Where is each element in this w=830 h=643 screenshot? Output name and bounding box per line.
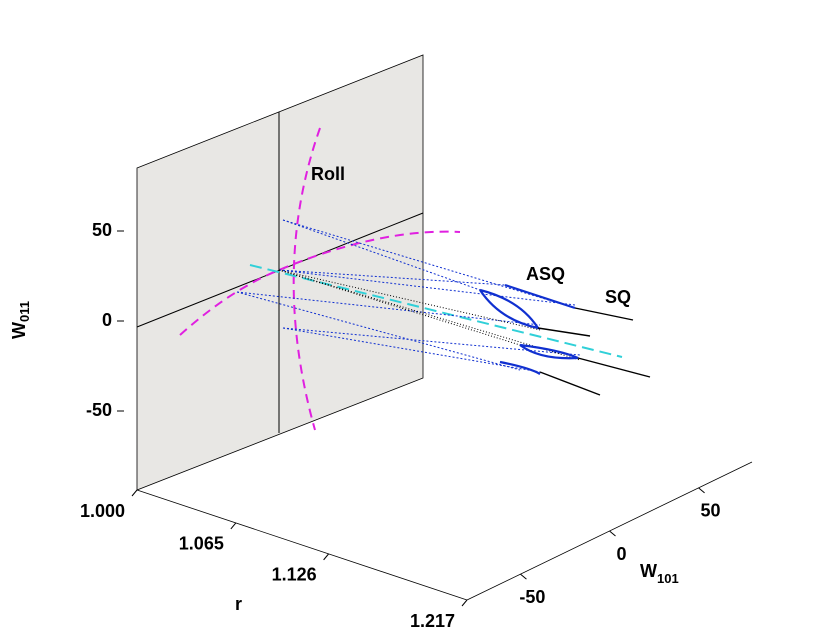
roll-curve <box>292 127 321 431</box>
z-label-text: W <box>9 322 29 339</box>
cyan-line <box>249 264 623 358</box>
r-tick-label: 1.217 <box>410 611 455 631</box>
black-dotted <box>278 269 581 361</box>
x-tick <box>520 573 527 580</box>
z-label-sub: 011 <box>17 301 32 322</box>
r-tick-label: 1.065 <box>179 534 224 554</box>
z-tick-label: 50 <box>92 220 112 240</box>
annotation: Roll <box>311 164 345 184</box>
back-plane <box>136 54 424 491</box>
z-axis-label: W011 <box>9 301 33 339</box>
r-tick <box>131 489 138 497</box>
r-tick <box>323 553 329 561</box>
x-axis-label: W101 <box>640 561 679 587</box>
r-axis-label: r <box>235 594 242 614</box>
r-tick-label: 1.126 <box>272 565 317 585</box>
x-label-text: W <box>640 561 657 581</box>
blue-loops <box>479 283 579 375</box>
r-tick <box>461 599 468 607</box>
x-tick <box>698 487 705 494</box>
roll-curve <box>179 230 461 336</box>
x-tick-label: -50 <box>519 587 545 607</box>
x-label-sub: 101 <box>657 571 679 586</box>
x-tick-label: 0 <box>616 544 626 564</box>
r-tick <box>230 522 237 530</box>
annotation: SQ <box>605 287 631 307</box>
curves <box>179 127 651 431</box>
x-tick <box>609 530 616 537</box>
r-axis <box>136 489 468 601</box>
z-tick-label: -50 <box>86 400 112 420</box>
r-tick-label: 1.000 <box>80 501 125 521</box>
annotation: ASQ <box>526 264 565 284</box>
x-tick-label: 50 <box>701 501 721 521</box>
black-lines <box>537 307 651 396</box>
z-tick-label: 0 <box>102 310 112 330</box>
